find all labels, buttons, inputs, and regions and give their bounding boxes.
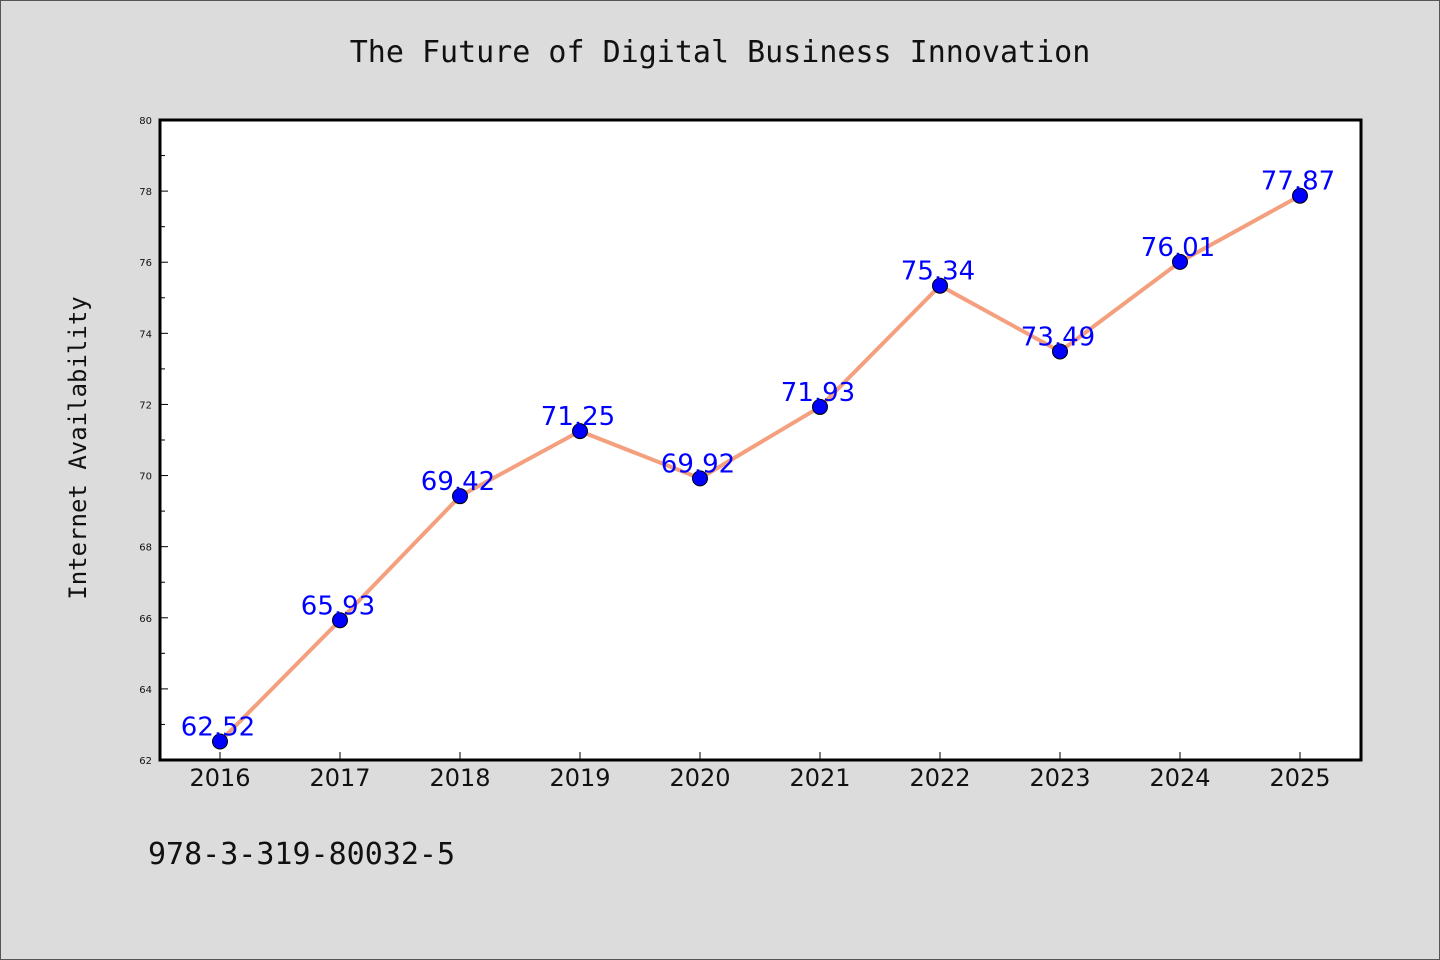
series-line <box>218 193 1301 743</box>
data-label: 62.52 <box>181 713 255 743</box>
y-tick-label: 78 <box>139 187 152 198</box>
y-tick-label: 62 <box>139 756 152 767</box>
x-tick-label: 2022 <box>909 764 970 792</box>
data-point <box>1172 253 1188 270</box>
x-tick-label: 2023 <box>1029 764 1090 792</box>
y-tick-label: 74 <box>139 329 152 340</box>
data-point <box>812 398 828 415</box>
x-tick-label: 2017 <box>309 764 370 792</box>
data-point <box>1292 187 1308 204</box>
data-point <box>1052 343 1068 360</box>
x-axis: 2016 2017 2018 2019 2020 2021 2022 2023 2024 2025 <box>189 752 1331 792</box>
y-tick-label: 66 <box>139 614 152 625</box>
x-tick-label: 2024 <box>1149 764 1210 792</box>
x-tick-label: 2021 <box>789 764 850 792</box>
data-labels: 62.52 65.93 69.42 71.25 69.92 71.93 75.34 73.49… <box>181 167 1335 743</box>
data-label: 75.34 <box>901 257 975 287</box>
y-tick-label: 76 <box>139 258 152 269</box>
y-axis: 62 64 66 68 70 72 74 76 78 80 <box>139 116 168 767</box>
x-tick-label: 2020 <box>669 764 730 792</box>
series-points <box>212 187 1308 750</box>
series-polyline <box>218 193 1301 743</box>
data-point <box>332 612 348 629</box>
data-point <box>452 488 468 505</box>
data-label: 69.42 <box>421 467 495 497</box>
data-label: 71.93 <box>781 378 855 408</box>
data-point <box>692 470 708 487</box>
y-tick-label: 72 <box>139 400 152 411</box>
isbn-text: 978-3-319-80032-5 <box>148 837 455 872</box>
chart-title: The Future of Digital Business Innovatio… <box>350 35 1091 70</box>
data-label: 65.93 <box>301 591 375 621</box>
x-tick-label: 2016 <box>189 764 250 792</box>
data-label: 76.01 <box>1141 233 1215 263</box>
data-label: 69.92 <box>661 449 735 479</box>
data-label: 73.49 <box>1021 322 1095 352</box>
data-point <box>212 733 228 750</box>
x-tick-label: 2018 <box>429 764 490 792</box>
y-tick-label: 68 <box>139 543 152 554</box>
y-tick-label: 70 <box>139 472 152 483</box>
y-axis-label: Internet Availability <box>64 296 92 599</box>
x-tick-label: 2019 <box>549 764 610 792</box>
y-tick-label: 64 <box>139 685 152 696</box>
data-label: 71.25 <box>541 402 615 432</box>
data-point <box>572 423 588 440</box>
data-label: 77.87 <box>1261 167 1335 197</box>
y-tick-label: 80 <box>139 116 152 127</box>
x-tick-label: 2025 <box>1269 764 1330 792</box>
data-point <box>932 277 948 294</box>
plot-area <box>158 118 1363 762</box>
